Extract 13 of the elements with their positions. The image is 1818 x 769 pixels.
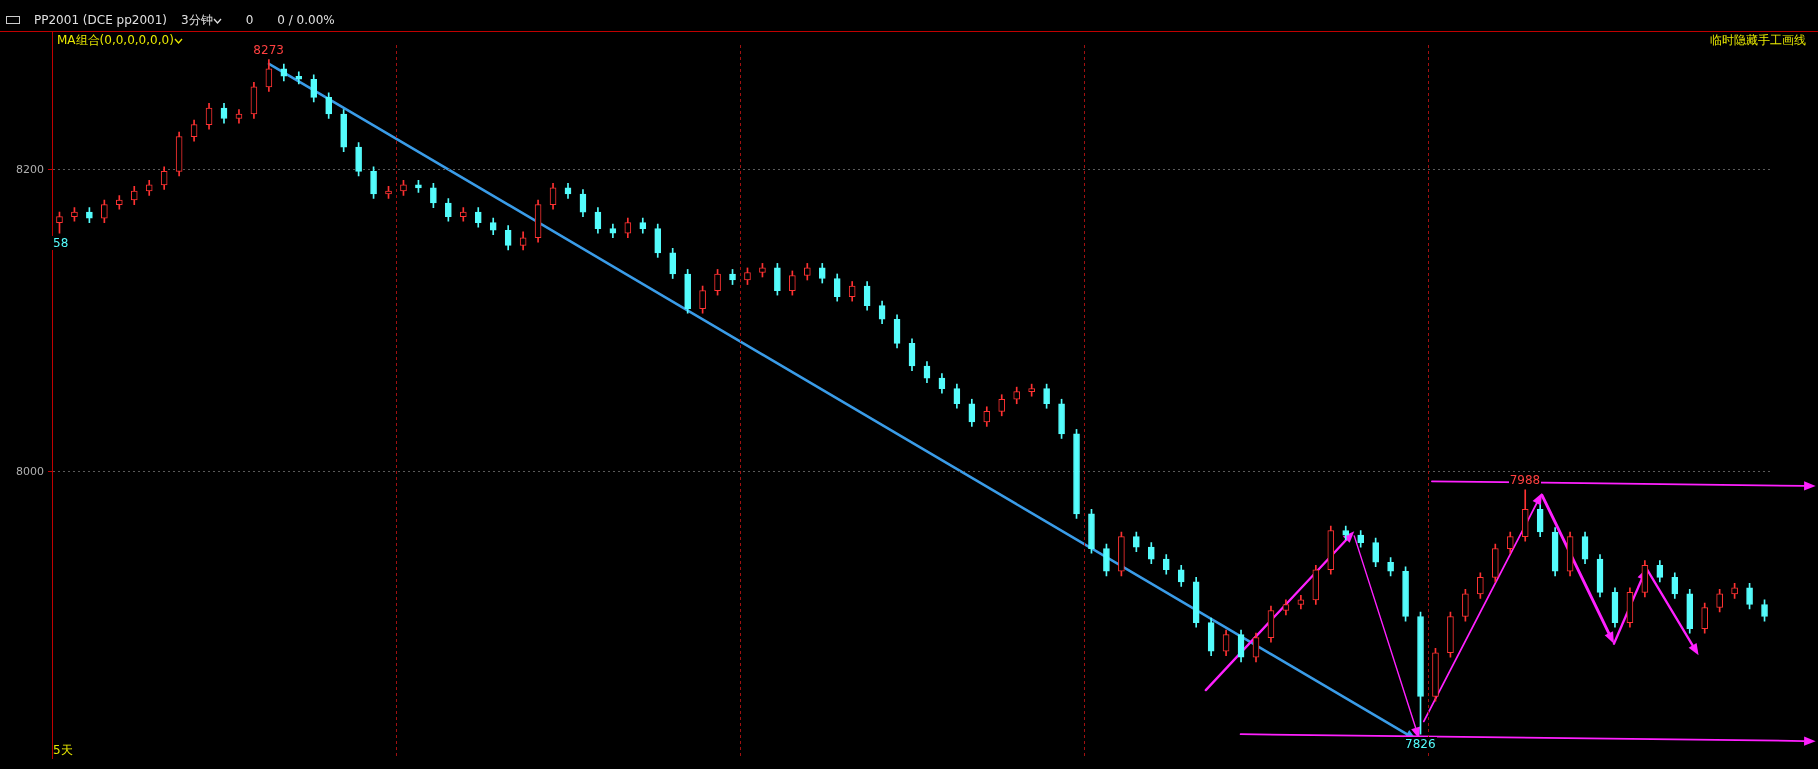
- annotation: 7988: [1508, 472, 1542, 487]
- annotation: 5天: [53, 742, 73, 760]
- annotation: MA组合(0,0,0,0,0,0): [57, 32, 175, 49]
- annotation: 58: [52, 236, 70, 251]
- annotation: 7826: [1404, 737, 1437, 752]
- text: 0: [245, 13, 254, 27]
- annotation: 临时隐藏手工画线: [1710, 32, 1806, 49]
- chart-subtitle: 3分钟: [180, 12, 213, 27]
- annotation: 8273: [252, 42, 285, 57]
- text: 0 / 0.00%: [277, 13, 335, 27]
- chart-title: PP2001 (DCE pp2001): [34, 13, 167, 27]
- y-tick-label: 8200: [16, 162, 44, 176]
- y-tick-label: 8000: [16, 464, 44, 478]
